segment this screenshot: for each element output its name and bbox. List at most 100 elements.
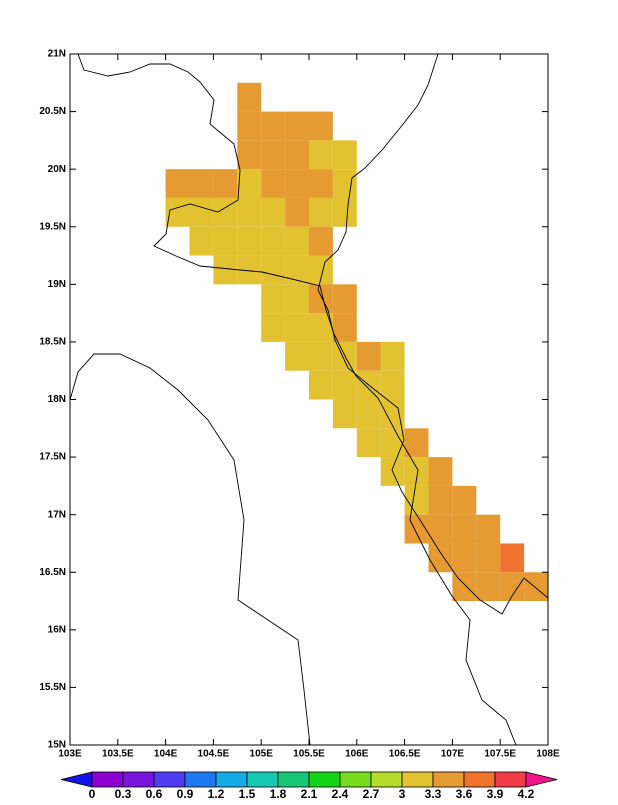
grid-cell	[261, 197, 286, 227]
x-tick-label: 107E	[441, 749, 465, 760]
grid-cell	[380, 370, 405, 400]
grid-cell	[380, 428, 405, 458]
grid-cell	[237, 226, 262, 256]
colorbar-label: 2.1	[301, 787, 318, 800]
coastline	[317, 53, 549, 615]
colorbar-box	[184, 771, 217, 788]
grid-cell	[261, 284, 286, 314]
grid-cell	[285, 226, 309, 256]
x-tick-label: 106E	[345, 749, 369, 760]
grid-cell	[261, 140, 286, 170]
grid-cell	[452, 572, 477, 602]
grid-cell	[189, 197, 214, 227]
colorbar-box	[122, 771, 155, 788]
colorbar-box	[370, 771, 403, 788]
grid-cell	[285, 313, 309, 342]
grid-cell	[356, 341, 381, 371]
colorbar-label: 1.8	[270, 787, 287, 800]
y-tick-label: 19N	[48, 279, 66, 290]
grid-cell	[524, 572, 548, 602]
grid-cell	[356, 399, 381, 429]
grid-cell	[309, 284, 333, 314]
grid-cell	[261, 169, 286, 198]
x-tick-label: 103E	[58, 749, 82, 760]
grid-cell	[261, 255, 286, 285]
grid-cell	[285, 111, 309, 141]
x-tick-label: 106.5E	[389, 749, 421, 760]
grid-cell	[476, 514, 501, 544]
grid-cell	[452, 514, 477, 544]
x-tick-label: 103.5E	[102, 749, 134, 760]
grid-cell	[309, 197, 333, 227]
colorbar-box	[401, 771, 434, 788]
grid-cell	[261, 313, 286, 342]
grid-cell	[213, 226, 238, 256]
grid-cell	[309, 111, 333, 141]
grid-cell	[500, 572, 525, 602]
grid-cell	[189, 169, 214, 198]
grid-cell	[309, 370, 333, 400]
grid-cell	[476, 572, 501, 602]
grid-cell	[428, 543, 453, 573]
grid-cell	[285, 284, 309, 314]
x-tick-label: 105.5E	[293, 749, 325, 760]
grid-cell	[332, 197, 357, 227]
grid-cell	[285, 341, 309, 371]
grid-cell	[237, 197, 262, 227]
grid-cell	[404, 457, 429, 486]
grid-cell	[404, 485, 429, 515]
colorbar-box	[246, 771, 279, 788]
y-tick-label: 17N	[48, 509, 66, 520]
colorbar-label: 3	[399, 787, 406, 800]
grid-cell	[500, 543, 525, 573]
grid-cell	[237, 169, 262, 198]
x-tick-label: 104E	[154, 749, 178, 760]
colorbar-box	[277, 771, 310, 788]
x-tick-label: 108E	[536, 749, 560, 760]
grid-cell	[261, 111, 286, 141]
grid-cell	[332, 169, 357, 198]
grid-cell	[261, 226, 286, 256]
grid-cell	[213, 197, 238, 227]
grid-cell	[452, 543, 477, 573]
colorbar-label: 4.2	[518, 787, 535, 800]
grid-cell	[213, 169, 238, 198]
grid-cell	[332, 284, 357, 314]
colorbar-label: 3.6	[456, 787, 473, 800]
grid-cell	[285, 255, 309, 285]
colorbar-label: 1.2	[208, 787, 225, 800]
grid-cell	[452, 485, 477, 515]
colorbar-triangle	[525, 771, 558, 788]
grid-cell	[476, 543, 501, 573]
grid-cell	[332, 399, 357, 429]
colorbar-label: 0.3	[115, 787, 132, 800]
colorbar-label: 3.9	[487, 787, 504, 800]
grid-cell	[428, 485, 453, 515]
y-tick-label: 20N	[48, 164, 66, 175]
colorbar-box	[463, 771, 496, 788]
colorbar-box	[215, 771, 248, 788]
grid-cell	[309, 169, 333, 198]
grid-cell	[285, 197, 309, 227]
colorbar-label: 1.5	[239, 787, 256, 800]
grid-cell	[309, 313, 333, 342]
grid-cell	[380, 341, 405, 371]
grid-cell	[213, 255, 238, 285]
y-tick-label: 15N	[48, 740, 66, 751]
colorbar-label: 0.9	[177, 787, 194, 800]
grid-cell	[309, 341, 333, 371]
grid-cell	[332, 313, 357, 342]
grid-cell	[165, 169, 190, 198]
colorbar-label: 0	[89, 787, 96, 800]
grid-cell	[356, 428, 381, 458]
y-tick-label: 18N	[48, 394, 66, 405]
grid-cell	[380, 399, 405, 429]
grid-cell	[332, 140, 357, 170]
x-tick-label: 105E	[250, 749, 274, 760]
colorbar-box	[494, 771, 527, 788]
grid-cell	[237, 111, 262, 141]
y-tick-label: 19.5N	[39, 221, 66, 232]
grid-cell	[404, 428, 429, 458]
colorbar-label: 2.7	[363, 787, 380, 800]
